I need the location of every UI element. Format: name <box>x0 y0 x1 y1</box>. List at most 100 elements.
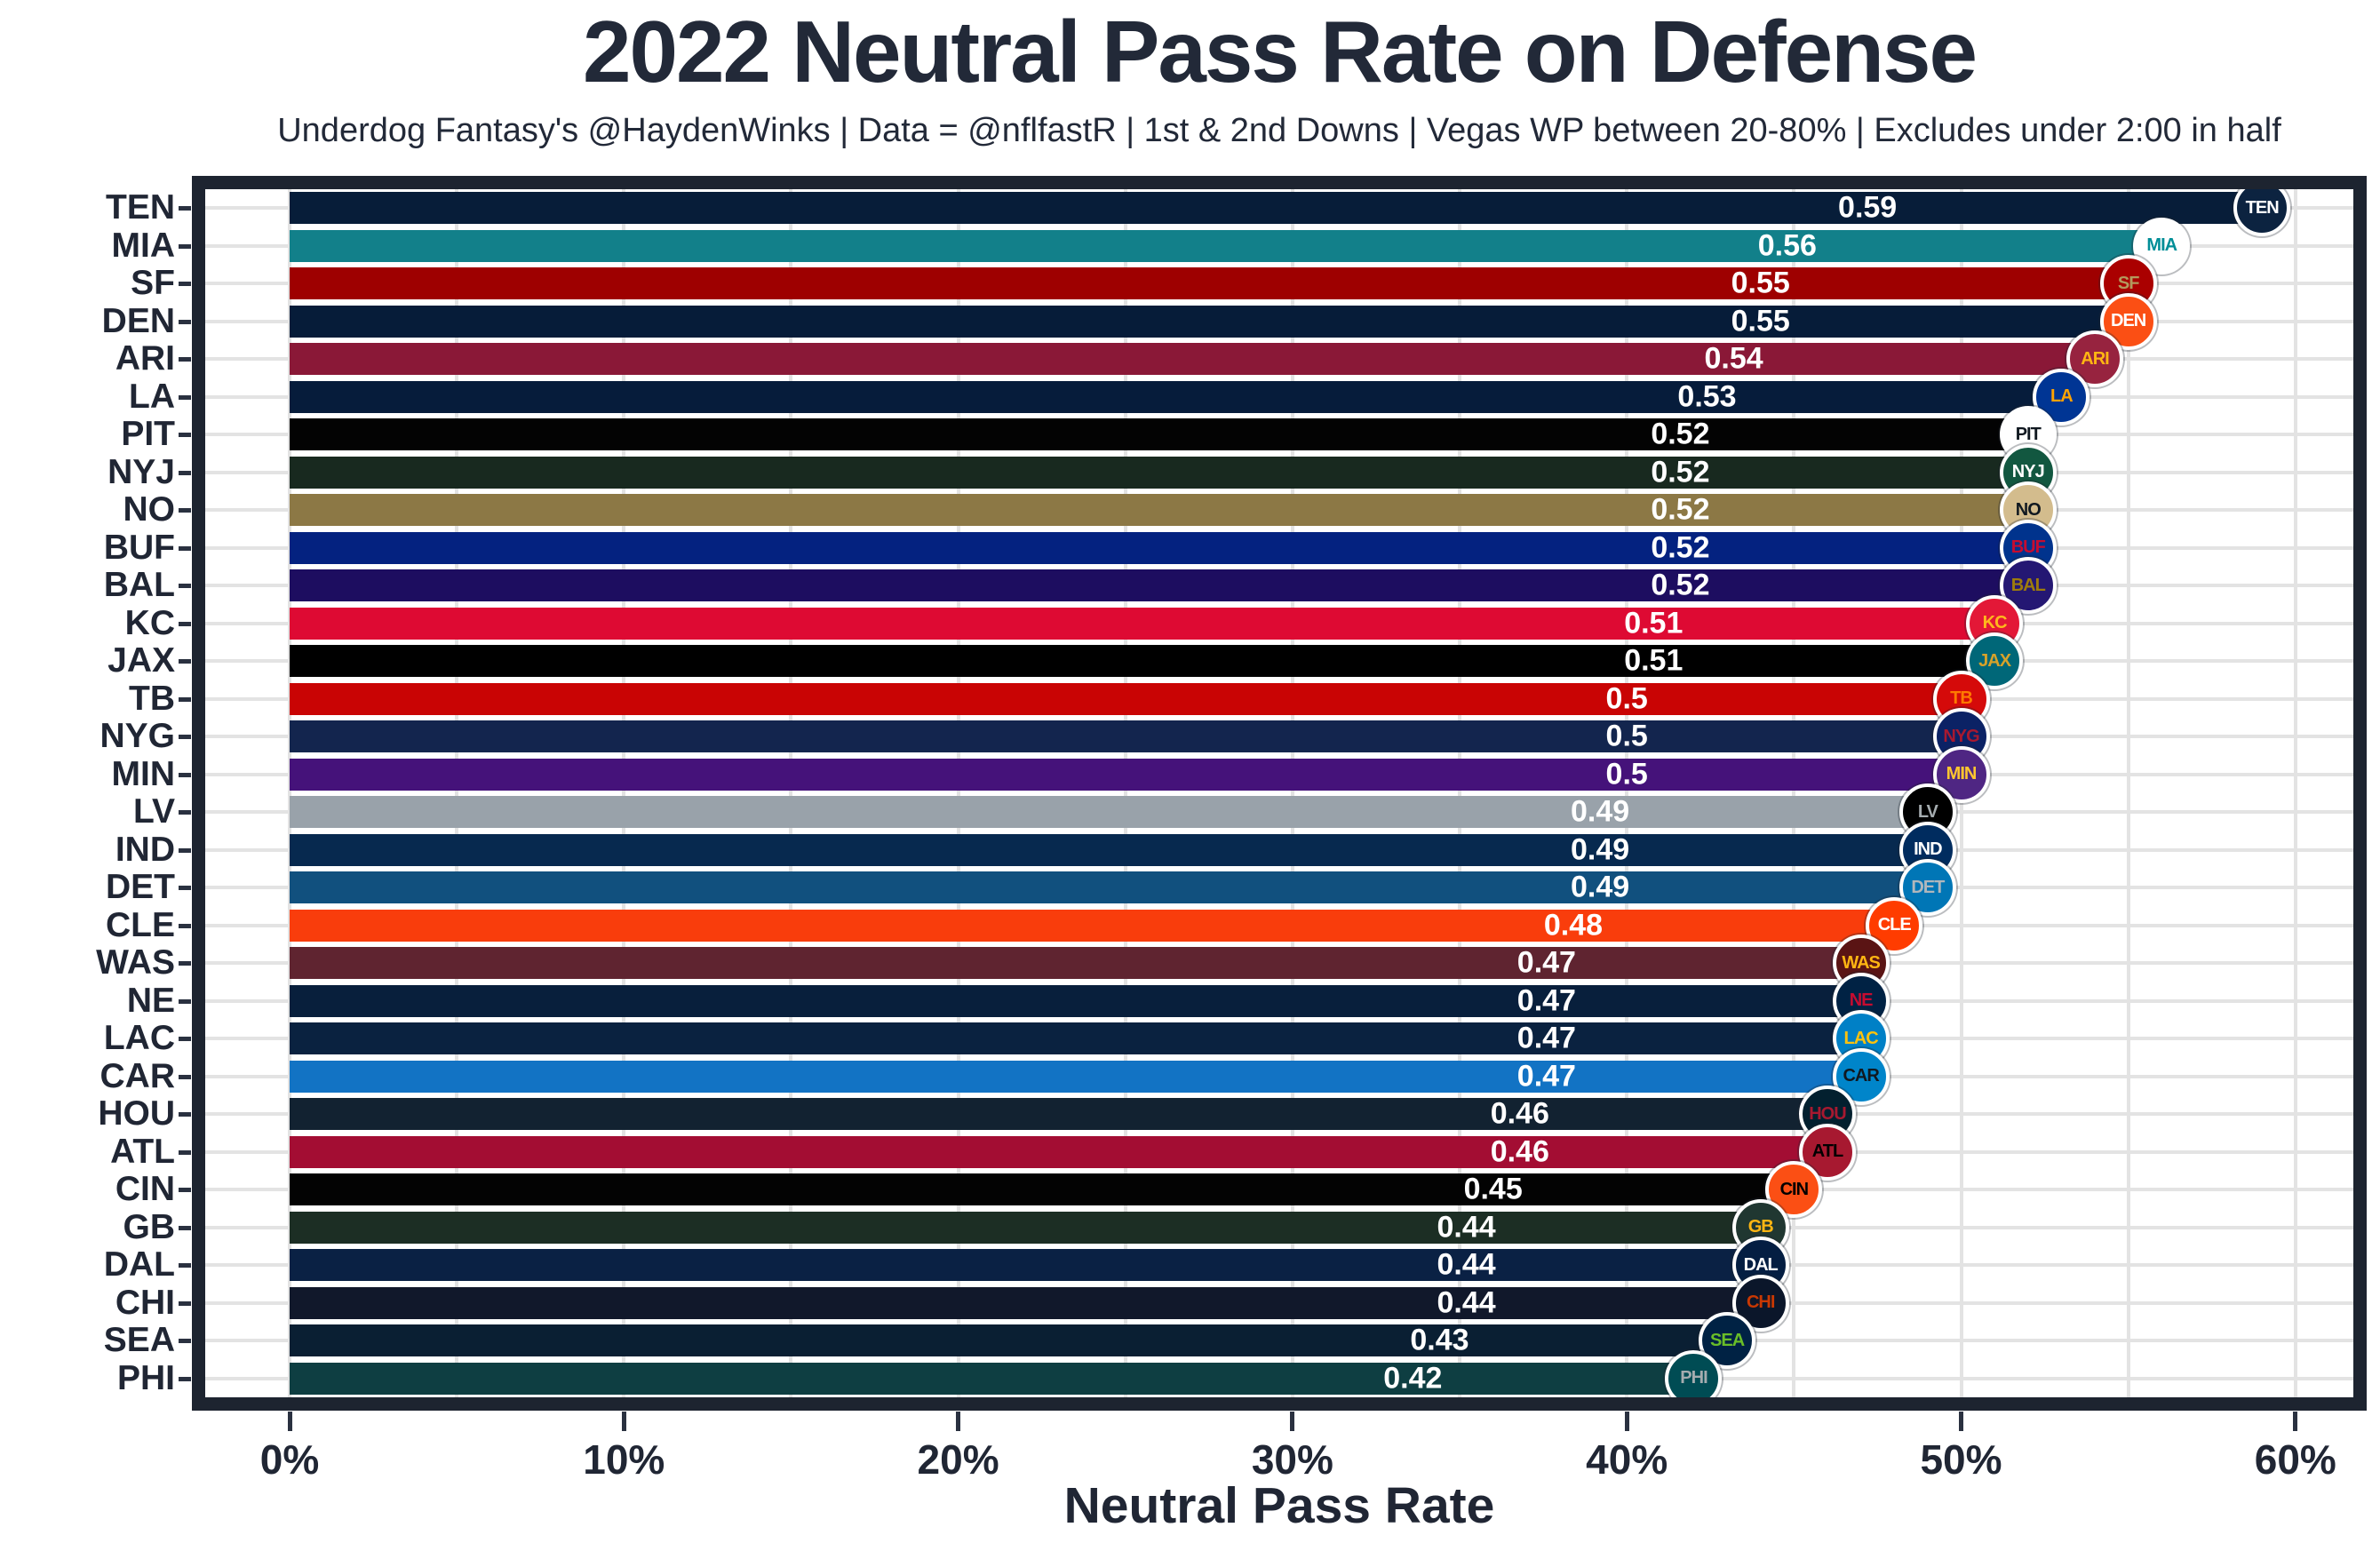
y-axis-tick <box>179 1339 191 1344</box>
bar-value-label: 0.48 <box>1543 908 1604 943</box>
team-bar-TB <box>290 682 1962 715</box>
team-logo-badge-SEA: SEA <box>1699 1312 1756 1370</box>
vertical-gridline <box>2126 189 2130 1397</box>
bar-value-label: 0.52 <box>1651 492 1710 527</box>
bar-value-label: 0.52 <box>1651 417 1710 451</box>
bar-value-label: 0.49 <box>1571 794 1630 829</box>
y-axis-tick <box>179 243 191 249</box>
team-bar-PIT <box>290 418 2028 451</box>
bar-value-label: 0.47 <box>1516 945 1576 980</box>
bar-value-label: 0.5 <box>1605 757 1648 791</box>
y-axis-tick <box>179 508 191 513</box>
team-bar-LV <box>290 796 1928 829</box>
y-axis-tick <box>179 998 191 1004</box>
team-bar-LAC <box>290 1022 1861 1055</box>
vertical-gridline <box>1123 189 1127 1397</box>
vertical-gridline <box>2293 189 2297 1397</box>
team-logo-badge-DEN: DEN <box>2099 292 2157 350</box>
bar-value-label: 0.55 <box>1731 266 1790 300</box>
bar-value-label: 0.46 <box>1490 1134 1549 1169</box>
y-axis-label-PIT: PIT <box>121 415 175 454</box>
bar-value-label: 0.53 <box>1677 379 1737 414</box>
vertical-gridline <box>622 189 626 1397</box>
bar-value-label: 0.51 <box>1624 643 1684 678</box>
x-axis-tick-label: 30% <box>1251 1436 1333 1483</box>
x-axis-tick <box>956 1412 961 1431</box>
y-axis-tick <box>179 886 191 891</box>
x-axis-tick-label: 60% <box>2254 1436 2336 1483</box>
y-axis-label-LA: LA <box>129 377 175 416</box>
y-axis-label-CHI: CHI <box>115 1283 175 1322</box>
bar-value-label: 0.44 <box>1437 1285 1496 1320</box>
bar-value-label: 0.46 <box>1490 1096 1549 1131</box>
bar-value-label: 0.52 <box>1651 455 1710 489</box>
team-bar-MIN <box>290 758 1962 791</box>
team-bar-IND <box>290 833 1928 866</box>
y-axis-label-NYJ: NYJ <box>107 452 175 491</box>
y-axis-tick <box>179 735 191 740</box>
y-axis-label-LV: LV <box>133 792 175 831</box>
team-bar-NYJ <box>290 456 2028 489</box>
y-axis-tick <box>179 1376 191 1381</box>
vertical-gridline <box>1792 189 1796 1397</box>
bar-value-label: 0.52 <box>1651 568 1710 602</box>
y-axis-tick <box>179 847 191 853</box>
team-bar-SF <box>290 267 2129 300</box>
bar-value-label: 0.45 <box>1463 1172 1523 1206</box>
team-bar-BUF <box>290 531 2028 564</box>
y-axis-label-MIA: MIA <box>111 226 176 265</box>
bar-value-label: 0.56 <box>1757 228 1817 263</box>
y-axis-label-CLE: CLE <box>106 905 175 944</box>
bar-value-label: 0.49 <box>1571 870 1630 904</box>
y-axis-tick <box>179 772 191 777</box>
team-bar-GB <box>290 1211 1761 1244</box>
x-axis-tick <box>2293 1412 2298 1431</box>
y-axis-tick <box>179 1225 191 1230</box>
team-logo-badge-CHI: CHI <box>1731 1274 1789 1332</box>
team-bar-LA <box>290 380 2062 413</box>
x-axis-tick <box>1959 1412 1963 1431</box>
vertical-gridline <box>1625 189 1629 1397</box>
team-bar-WAS <box>290 947 1861 980</box>
y-axis-label-BAL: BAL <box>103 566 175 605</box>
y-axis-tick <box>179 545 191 551</box>
y-axis-label-WAS: WAS <box>96 943 175 982</box>
y-axis-tick <box>179 1074 191 1079</box>
y-axis-tick <box>179 696 191 702</box>
x-axis-tick-label: 40% <box>1586 1436 1668 1483</box>
y-axis-tick <box>179 319 191 324</box>
y-axis-label-DAL: DAL <box>103 1245 175 1285</box>
team-logo-badge-BAL: BAL <box>1999 557 2057 615</box>
team-bar-DET <box>290 871 1928 904</box>
y-axis-label-MIN: MIN <box>111 754 176 793</box>
team-logo-badge-CAR: CAR <box>1832 1047 1890 1105</box>
x-axis-tick-label: 0% <box>259 1436 320 1483</box>
team-bar-PHI <box>290 1362 1694 1395</box>
team-logo-badge-ATL: ATL <box>1798 1123 1856 1181</box>
y-axis-label-SF: SF <box>131 264 175 303</box>
y-axis-tick <box>179 923 191 928</box>
chart-title: 2022 Neutral Pass Rate on Defense <box>582 3 1978 100</box>
y-axis-tick <box>179 470 191 475</box>
y-axis-label-HOU: HOU <box>98 1094 175 1133</box>
team-bar-CAR <box>290 1060 1861 1093</box>
x-axis-tick-label: 10% <box>583 1436 665 1483</box>
bar-value-label: 0.5 <box>1605 719 1648 753</box>
bar-value-label: 0.52 <box>1651 530 1710 565</box>
y-axis-tick <box>179 1188 191 1193</box>
y-axis-tick <box>179 1149 191 1155</box>
vertical-gridline <box>1290 189 1294 1397</box>
y-axis-label-LAC: LAC <box>103 1019 175 1058</box>
y-axis-label-NE: NE <box>126 981 175 1020</box>
team-bar-NE <box>290 984 1861 1017</box>
y-axis-label-DET: DET <box>106 868 175 907</box>
y-axis-label-SEA: SEA <box>103 1321 175 1360</box>
vertical-gridline <box>288 189 291 1397</box>
x-axis-tick-label: 20% <box>917 1436 999 1483</box>
bar-value-label: 0.49 <box>1571 832 1630 867</box>
y-axis-label-ATL: ATL <box>110 1132 175 1171</box>
team-bar-BAL <box>290 569 2028 602</box>
y-axis-tick <box>179 810 191 815</box>
x-axis-tick <box>287 1412 292 1431</box>
